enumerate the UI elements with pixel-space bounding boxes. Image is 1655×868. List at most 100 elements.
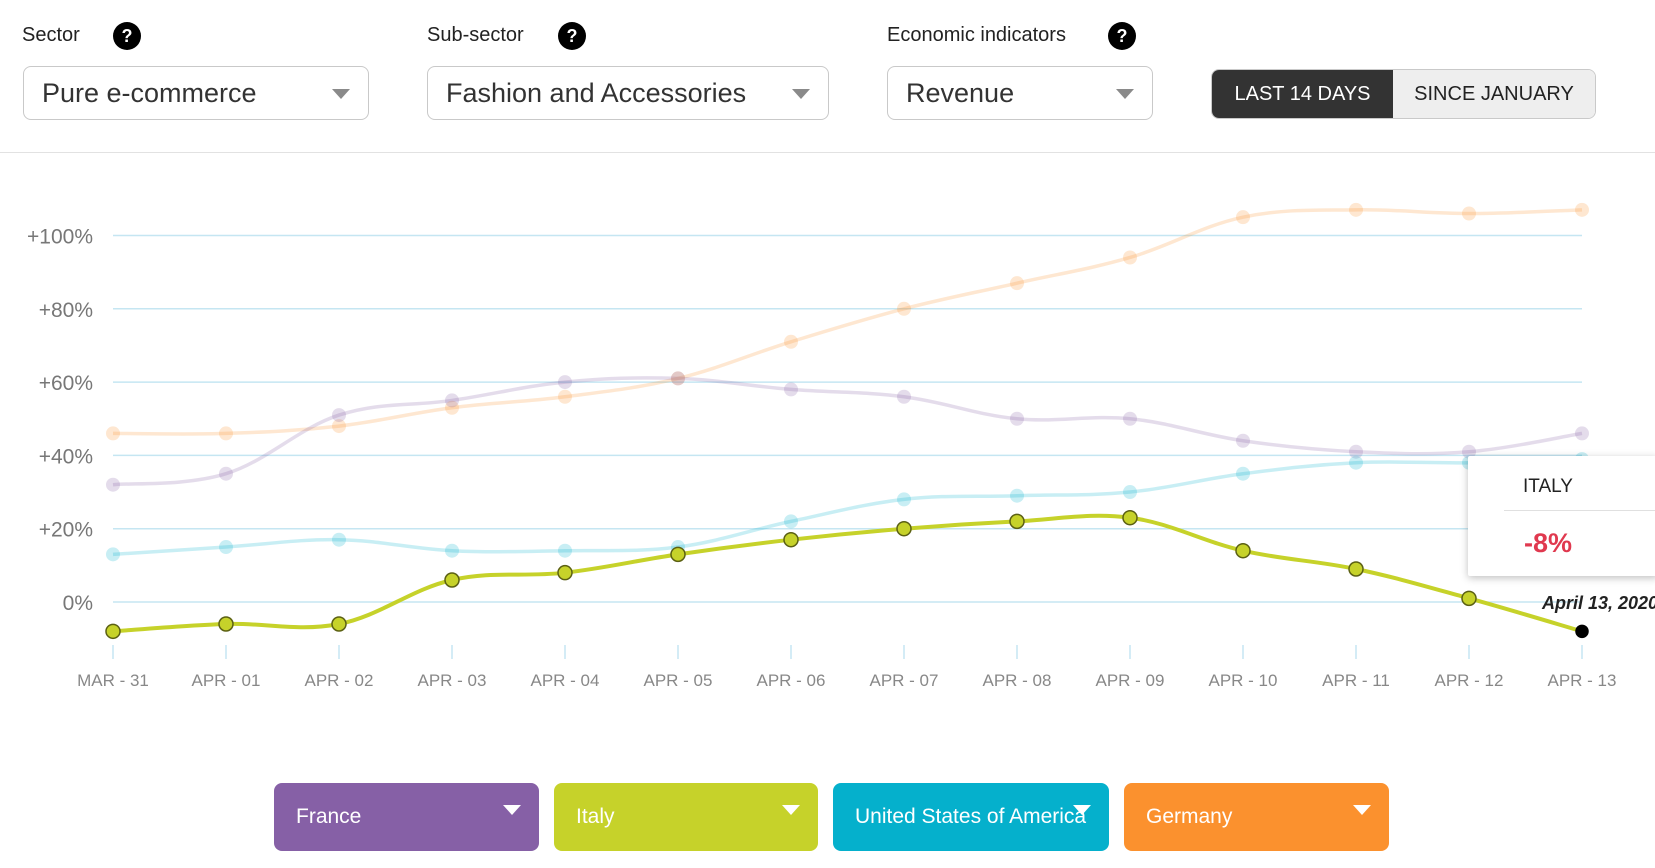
- data-point-france[interactable]: [1123, 411, 1137, 426]
- data-point-united-states-of-america[interactable]: [445, 543, 459, 558]
- data-point-germany[interactable]: [445, 400, 459, 415]
- data-point-united-states-of-america[interactable]: [106, 547, 120, 562]
- data-point-italy[interactable]: [1348, 561, 1364, 577]
- y-tick-label: +20%: [39, 519, 93, 542]
- data-point-italy[interactable]: [1009, 513, 1025, 530]
- sector-help-icon[interactable]: ?: [113, 22, 141, 50]
- sector-select[interactable]: Pure e-commerce: [23, 66, 369, 120]
- subsector-label: Sub-sector: [427, 24, 524, 46]
- revenue-line-chart: +100% +80% +60% +40% +20% 0% MAR - 31 APR - 01 A…: [27, 202, 1655, 690]
- data-point-italy[interactable]: [783, 531, 799, 548]
- tooltip-divider: [1504, 510, 1655, 511]
- chevron-down-icon: [332, 89, 350, 99]
- tooltip-date: April 13, 2020: [1541, 593, 1655, 613]
- country-select-usa[interactable]: United States of America: [833, 783, 1109, 851]
- data-point-germany[interactable]: [1575, 202, 1589, 217]
- chevron-down-icon: [1073, 805, 1091, 815]
- country-select-italy[interactable]: Italy: [554, 783, 818, 851]
- data-point-germany[interactable]: [1462, 206, 1476, 221]
- x-tick-label: APR - 11: [1322, 671, 1390, 690]
- x-tick-label: APR - 12: [1435, 671, 1504, 690]
- indicator-label: Economic indicators: [887, 24, 1066, 46]
- x-tick-label: APR - 02: [305, 671, 374, 690]
- data-point-italy[interactable]: [1122, 509, 1138, 526]
- data-point-italy[interactable]: [670, 546, 686, 563]
- data-point-united-states-of-america[interactable]: [897, 492, 911, 507]
- y-tick-label: +60%: [39, 372, 93, 395]
- country-select-germany[interactable]: Germany: [1124, 783, 1389, 851]
- data-point-france[interactable]: [558, 375, 572, 390]
- data-point-france[interactable]: [1575, 426, 1589, 441]
- chevron-down-icon: [792, 89, 810, 99]
- tooltip-country: ITALY: [1523, 476, 1573, 497]
- data-point-united-states-of-america[interactable]: [1123, 485, 1137, 500]
- x-tick-label: APR - 04: [531, 671, 600, 690]
- chevron-down-icon: [1116, 89, 1134, 99]
- subsector-select[interactable]: Fashion and Accessories: [427, 66, 829, 120]
- data-point-italy[interactable]: [1461, 590, 1477, 607]
- data-point-united-states-of-america[interactable]: [784, 514, 798, 529]
- data-point-france[interactable]: [332, 408, 346, 423]
- data-point-italy[interactable]: [1575, 624, 1589, 639]
- chevron-down-icon: [503, 805, 521, 815]
- indicator-select-value: Revenue: [906, 77, 1015, 108]
- y-tick-label: 0%: [63, 592, 93, 615]
- tooltip-value: -8%: [1523, 528, 1572, 558]
- y-tick-label: +40%: [39, 445, 93, 468]
- data-point-italy[interactable]: [1235, 542, 1251, 559]
- data-point-france[interactable]: [1349, 444, 1363, 459]
- subsector-help-icon[interactable]: ?: [558, 22, 586, 50]
- country-select-label: Italy: [576, 805, 615, 828]
- data-point-france[interactable]: [784, 382, 798, 397]
- data-point-france[interactable]: [219, 466, 233, 481]
- data-point-united-states-of-america[interactable]: [1236, 466, 1250, 481]
- data-point-italy[interactable]: [444, 572, 460, 588]
- data-point-germany[interactable]: [1010, 276, 1024, 291]
- data-point-france[interactable]: [106, 477, 120, 492]
- data-point-italy[interactable]: [105, 623, 121, 640]
- indicator-help-icon[interactable]: ?: [1108, 22, 1136, 50]
- data-point-united-states-of-america[interactable]: [332, 532, 346, 547]
- data-point-germany[interactable]: [332, 419, 346, 434]
- header-divider: [0, 152, 1655, 153]
- x-tick-label: APR - 06: [757, 671, 826, 690]
- data-point-united-states-of-america[interactable]: [1010, 488, 1024, 503]
- toggle-since-january[interactable]: SINCE JANUARY: [1393, 70, 1595, 118]
- data-point-germany[interactable]: [671, 371, 685, 386]
- data-point-germany[interactable]: [1236, 210, 1250, 225]
- data-point-france[interactable]: [1462, 444, 1476, 459]
- indicator-select[interactable]: Revenue: [887, 66, 1153, 120]
- period-toggle: LAST 14 DAYS SINCE JANUARY: [1211, 69, 1596, 119]
- data-point-france[interactable]: [897, 389, 911, 404]
- data-point-united-states-of-america[interactable]: [219, 540, 233, 555]
- data-point-france[interactable]: [671, 371, 685, 386]
- country-select-france[interactable]: France: [274, 783, 539, 851]
- data-point-germany[interactable]: [1123, 250, 1137, 265]
- x-tick-label: APR - 07: [870, 671, 939, 690]
- x-tick-label: APR - 01: [192, 671, 261, 690]
- data-point-germany[interactable]: [106, 426, 120, 441]
- series-line-italy: [112, 513, 1583, 634]
- data-point-italy[interactable]: [218, 616, 234, 632]
- data-point-germany[interactable]: [897, 301, 911, 316]
- data-point-germany[interactable]: [558, 389, 572, 404]
- data-point-italy[interactable]: [896, 520, 912, 537]
- data-point-france[interactable]: [1010, 411, 1024, 426]
- data-point-germany[interactable]: [784, 334, 798, 349]
- country-select-label: France: [296, 805, 362, 828]
- y-tick-label: +100%: [27, 226, 93, 249]
- data-point-germany[interactable]: [1349, 202, 1363, 217]
- data-point-france[interactable]: [1236, 433, 1250, 448]
- data-point-france[interactable]: [445, 393, 459, 408]
- data-point-united-states-of-america[interactable]: [1349, 455, 1363, 470]
- data-point-germany[interactable]: [219, 426, 233, 441]
- series-line-france: [112, 376, 1583, 487]
- x-tick-label: APR - 03: [418, 671, 487, 690]
- chevron-down-icon: [1353, 805, 1371, 815]
- data-point-united-states-of-america[interactable]: [558, 543, 572, 558]
- series-line-germany: [112, 208, 1583, 436]
- data-point-italy[interactable]: [557, 564, 573, 581]
- x-tick-label: APR - 05: [644, 671, 713, 690]
- data-point-italy[interactable]: [331, 616, 347, 632]
- toggle-last-14-days[interactable]: LAST 14 DAYS: [1212, 70, 1393, 118]
